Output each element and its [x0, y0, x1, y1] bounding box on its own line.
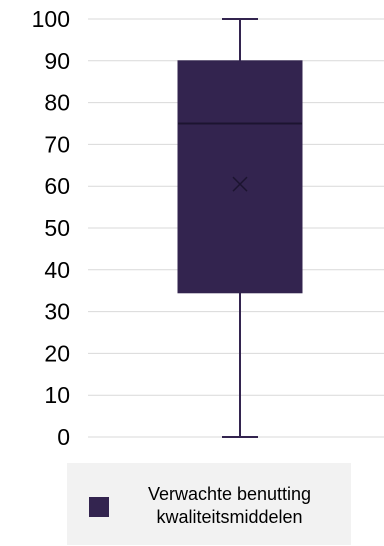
y-tick-label-60: 60: [44, 173, 70, 199]
y-tick-label-50: 50: [44, 215, 70, 241]
legend-swatch: [89, 497, 109, 517]
box-series: [177, 18, 303, 438]
y-tick-label-20: 20: [44, 340, 70, 366]
y-tick-label-0: 0: [57, 424, 70, 450]
y-tick-label-70: 70: [44, 131, 70, 157]
y-tick-label-30: 30: [44, 299, 70, 325]
legend-label: Verwachte benutting kwaliteitsmiddelen: [117, 483, 342, 529]
legend-label-line-2: kwaliteitsmiddelen: [156, 507, 303, 527]
box-q1-q3: [177, 60, 303, 294]
y-tick-label-100: 100: [32, 6, 70, 32]
legend-label-line-1: Verwachte benutting: [147, 484, 312, 504]
y-tick-label-40: 40: [44, 257, 70, 283]
mean-marker-b: [232, 176, 248, 192]
y-tick-label-80: 80: [44, 90, 70, 116]
y-tick-label-10: 10: [44, 382, 70, 408]
y-axis-tick-labels: 0 10 20 30 40 50 60 70 80 90 100: [32, 6, 70, 450]
legend: Verwachte benutting kwaliteitsmiddelen: [67, 463, 351, 545]
y-tick-label-90: 90: [44, 48, 70, 74]
